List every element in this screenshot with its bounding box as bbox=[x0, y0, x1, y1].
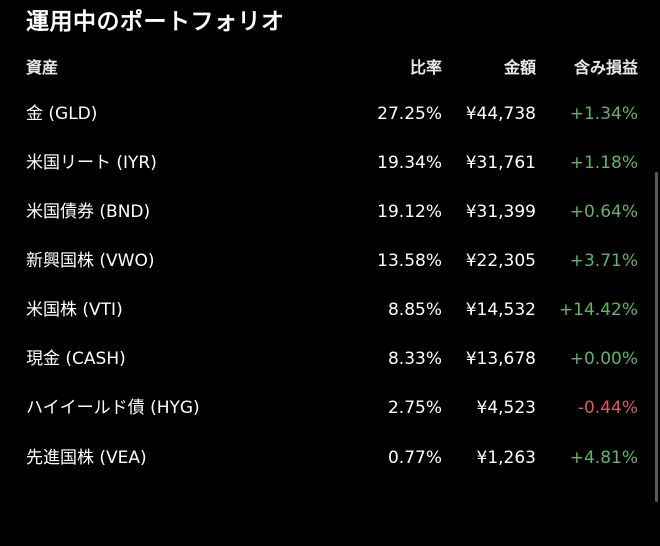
asset-amount: ¥1,263 bbox=[476, 448, 536, 468]
page-title: 運用中のポートフォリオ bbox=[26, 9, 285, 35]
asset-name: 米国債券 (BND) bbox=[26, 202, 151, 222]
table-row[interactable]: 米国リート (IYR) 19.34% ¥31,761 +1.18% bbox=[26, 148, 638, 178]
asset-ratio: 8.85% bbox=[387, 300, 442, 320]
asset-name: ハイイールド債 (HYG) bbox=[26, 398, 200, 418]
column-header-ratio[interactable]: 比率 bbox=[409, 58, 442, 77]
column-header-amount[interactable]: 金額 bbox=[503, 58, 536, 77]
asset-pl: +1.18% bbox=[569, 153, 638, 173]
asset-ratio: 8.33% bbox=[387, 349, 442, 369]
asset-pl: +3.71% bbox=[569, 251, 638, 271]
asset-pl: +0.00% bbox=[569, 349, 638, 369]
asset-name: 米国株 (VTI) bbox=[26, 300, 123, 320]
asset-ratio: 2.75% bbox=[387, 398, 442, 418]
asset-name: 新興国株 (VWO) bbox=[26, 251, 155, 271]
table-row[interactable]: 現金 (CASH) 8.33% ¥13,678 +0.00% bbox=[26, 344, 638, 374]
asset-amount: ¥31,761 bbox=[465, 153, 536, 173]
table-row[interactable]: 米国債券 (BND) 19.12% ¥31,399 +0.64% bbox=[26, 197, 638, 227]
asset-ratio: 27.25% bbox=[377, 104, 442, 124]
table-header: 資産 比率 金額 含み損益 bbox=[26, 55, 638, 81]
asset-name: 先進国株 (VEA) bbox=[26, 448, 147, 468]
asset-amount: ¥13,678 bbox=[465, 349, 536, 369]
table-row[interactable]: ハイイールド債 (HYG) 2.75% ¥4,523 -0.44% bbox=[26, 393, 638, 423]
table-row[interactable]: 先進国株 (VEA) 0.77% ¥1,263 +4.81% bbox=[26, 443, 638, 473]
asset-amount: ¥4,523 bbox=[476, 398, 536, 418]
asset-pl: +4.81% bbox=[569, 448, 638, 468]
table-row[interactable]: 新興国株 (VWO) 13.58% ¥22,305 +3.71% bbox=[26, 246, 638, 276]
asset-ratio: 13.58% bbox=[377, 251, 442, 271]
asset-amount: ¥14,532 bbox=[465, 300, 536, 320]
asset-name: 現金 (CASH) bbox=[26, 349, 126, 369]
asset-amount: ¥22,305 bbox=[465, 251, 536, 271]
table-row[interactable]: 金 (GLD) 27.25% ¥44,738 +1.34% bbox=[26, 99, 638, 129]
asset-amount: ¥31,399 bbox=[465, 202, 536, 222]
asset-ratio: 19.34% bbox=[377, 153, 442, 173]
asset-pl: +14.42% bbox=[558, 300, 638, 320]
asset-ratio: 19.12% bbox=[377, 202, 442, 222]
asset-pl: +1.34% bbox=[569, 104, 638, 124]
asset-pl: -0.44% bbox=[577, 398, 638, 418]
table-row[interactable]: 米国株 (VTI) 8.85% ¥14,532 +14.42% bbox=[26, 295, 638, 325]
column-header-asset[interactable]: 資産 bbox=[26, 58, 59, 77]
asset-ratio: 0.77% bbox=[387, 448, 442, 468]
scrollbar[interactable] bbox=[655, 172, 658, 502]
asset-name: 米国リート (IYR) bbox=[26, 153, 157, 173]
asset-amount: ¥44,738 bbox=[465, 104, 536, 124]
asset-name: 金 (GLD) bbox=[26, 104, 98, 124]
asset-pl: +0.64% bbox=[569, 202, 638, 222]
column-header-pl[interactable]: 含み損益 bbox=[573, 58, 638, 77]
